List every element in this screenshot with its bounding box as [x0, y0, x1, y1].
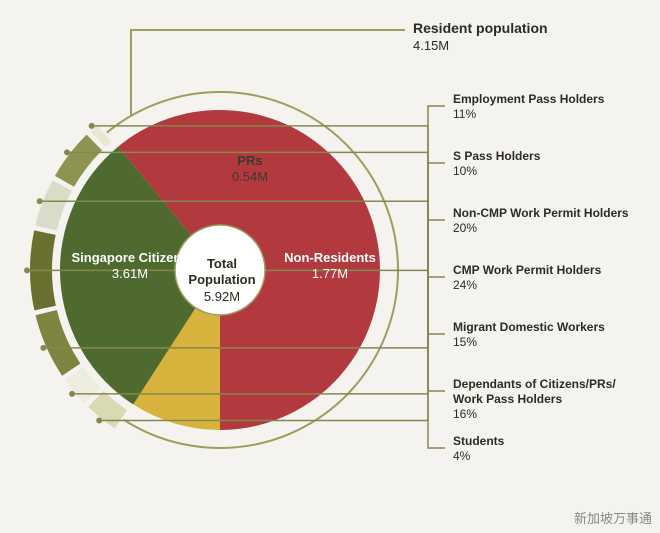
breakdown-pct-3: 24% — [453, 278, 633, 293]
breakdown-title-2: Non-CMP Work Permit Holders — [453, 206, 633, 221]
breakdown-dot-2 — [40, 345, 46, 351]
breakdown-label-6: Students4% — [453, 434, 633, 464]
breakdown-dot-5 — [64, 149, 70, 155]
breakdown-title-1: S Pass Holders — [453, 149, 633, 164]
breakdown-seg-0 — [88, 391, 127, 428]
slice-label-prs: PRs 0.54M — [220, 153, 280, 186]
breakdown-label-3: CMP Work Permit Holders24% — [453, 263, 633, 293]
center-title: Total Population — [177, 256, 267, 289]
breakdown-pct-1: 10% — [453, 164, 633, 179]
breakdown-dot-1 — [69, 391, 75, 397]
breakdown-label-2: Non-CMP Work Permit Holders20% — [453, 206, 633, 236]
breakdown-seg-4 — [35, 180, 72, 230]
resident-pop-label: Resident population 4.15M — [413, 20, 548, 54]
breakdown-pct-0: 11% — [453, 107, 633, 122]
breakdown-pct-4: 15% — [453, 335, 633, 350]
slice-value-prs: 0.54M — [220, 169, 280, 185]
breakdown-label-5: Dependants of Citizens/PRs/ Work Pass Ho… — [453, 377, 633, 422]
resident-leader — [131, 30, 405, 116]
breakdown-title-4: Migrant Domestic Workers — [453, 320, 633, 335]
resident-pop-value: 4.15M — [413, 38, 548, 54]
slice-title-prs: PRs — [220, 153, 280, 169]
breakdown-label-0: Employment Pass Holders11% — [453, 92, 633, 122]
breakdown-title-6: Students — [453, 434, 633, 449]
breakdown-label-4: Migrant Domestic Workers15% — [453, 320, 633, 350]
watermark: 新加坡万事通 — [574, 508, 652, 527]
slice-value-nonres: 1.77M — [265, 266, 395, 282]
breakdown-label-1: S Pass Holders10% — [453, 149, 633, 179]
breakdown-title-5: Dependants of Citizens/PRs/ Work Pass Ho… — [453, 377, 633, 407]
slice-label-nonres: Non-Residents 1.77M — [265, 250, 395, 283]
breakdown-dot-3 — [24, 267, 30, 273]
breakdown-pct-2: 20% — [453, 221, 633, 236]
breakdown-pct-5: 16% — [453, 407, 633, 422]
center-label: Total Population 5.92M — [177, 256, 267, 305]
breakdown-pct-6: 4% — [453, 449, 633, 464]
center-value: 5.92M — [177, 289, 267, 305]
breakdown-title-3: CMP Work Permit Holders — [453, 263, 633, 278]
breakdown-dot-0 — [96, 418, 102, 424]
breakdown-seg-1 — [65, 367, 100, 403]
slice-title-nonres: Non-Residents — [265, 250, 395, 266]
breakdown-title-0: Employment Pass Holders — [453, 92, 633, 107]
breakdown-dot-4 — [37, 198, 43, 204]
breakdown-dot-6 — [89, 123, 95, 129]
resident-pop-title: Resident population — [413, 20, 548, 38]
